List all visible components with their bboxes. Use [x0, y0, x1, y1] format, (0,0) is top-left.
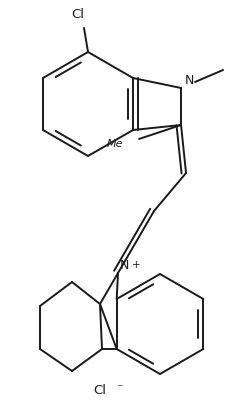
Text: +: +	[131, 259, 140, 269]
Text: Cl: Cl	[71, 9, 84, 21]
Text: Cl: Cl	[93, 384, 106, 396]
Text: ⁻: ⁻	[115, 382, 122, 394]
Text: N: N	[184, 74, 194, 87]
Text: N: N	[119, 259, 129, 272]
Text: Me: Me	[106, 139, 122, 149]
